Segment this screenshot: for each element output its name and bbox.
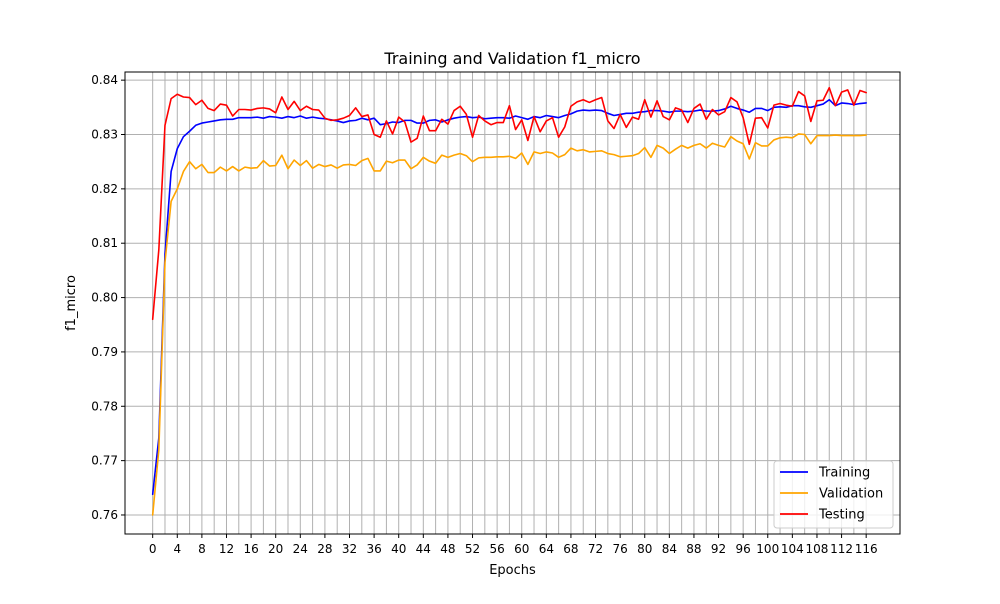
series-line-validation bbox=[151, 133, 867, 516]
x-axis-label: Epochs bbox=[489, 563, 536, 578]
x-tick-label: 88 bbox=[686, 542, 701, 556]
x-tick-label: 112 bbox=[830, 542, 853, 556]
y-tick-label: 0.76 bbox=[91, 508, 118, 522]
y-tick-label: 0.81 bbox=[91, 236, 118, 250]
x-tick-label: 72 bbox=[588, 542, 603, 556]
series-line-testing bbox=[151, 86, 867, 321]
x-tick-label: 40 bbox=[391, 542, 406, 556]
x-tick-label: 36 bbox=[366, 542, 381, 556]
x-tick-label: 32 bbox=[342, 542, 357, 556]
x-tick-label: 20 bbox=[268, 542, 283, 556]
x-tick-label: 28 bbox=[317, 542, 332, 556]
y-tick-label: 0.80 bbox=[91, 291, 118, 305]
x-axis-ticks: 0 4 8 12 16 20 24 28 32 36 40 44 48 52 56 60 64 68 72 76 80 8… bbox=[149, 534, 878, 556]
y-axis-ticks: 0.76 0.77 0.78 0.79 0.80 0.81 0.82 0.83 0.84 bbox=[91, 73, 125, 522]
x-tick-label: 80 bbox=[637, 542, 652, 556]
x-tick-label: 68 bbox=[563, 542, 578, 556]
x-tick-label: 64 bbox=[539, 542, 554, 556]
x-tick-label: 84 bbox=[662, 542, 677, 556]
legend-box bbox=[773, 460, 894, 529]
x-tick-label: 48 bbox=[440, 542, 455, 556]
legend-label-testing: Testing bbox=[818, 508, 865, 523]
y-tick-label: 0.84 bbox=[91, 73, 118, 87]
y-tick-label: 0.82 bbox=[91, 182, 118, 196]
x-tick-label: 100 bbox=[756, 542, 779, 556]
x-tick-label: 92 bbox=[711, 542, 726, 556]
plot-frame bbox=[124, 71, 901, 535]
y-tick-label: 0.78 bbox=[91, 399, 118, 413]
y-tick-label: 0.79 bbox=[91, 345, 118, 359]
x-tick-label: 56 bbox=[489, 542, 504, 556]
x-tick-label: 0 bbox=[149, 542, 157, 556]
x-tick-label: 108 bbox=[806, 542, 829, 556]
y-axis-label: f1_micro bbox=[64, 275, 79, 331]
x-tick-label: 12 bbox=[219, 542, 234, 556]
x-tick-label: 116 bbox=[855, 542, 878, 556]
x-tick-label: 8 bbox=[198, 542, 206, 556]
x-tick-label: 52 bbox=[465, 542, 480, 556]
x-tick-label: 76 bbox=[612, 542, 627, 556]
x-tick-label: 4 bbox=[173, 542, 181, 556]
x-tick-label: 16 bbox=[243, 542, 258, 556]
y-tick-label: 0.83 bbox=[91, 128, 118, 142]
legend: Training Validation Testing bbox=[773, 460, 894, 529]
chart-title: Training and Validation f1_micro bbox=[383, 49, 640, 69]
y-tick-label: 0.77 bbox=[91, 454, 118, 468]
legend-label-validation: Validation bbox=[819, 487, 883, 502]
x-tick-label: 96 bbox=[736, 542, 751, 556]
x-tick-label: 104 bbox=[781, 542, 804, 556]
x-tick-label: 44 bbox=[416, 542, 431, 556]
x-tick-label: 60 bbox=[514, 542, 529, 556]
series-lines bbox=[151, 86, 867, 516]
x-tick-label: 24 bbox=[293, 542, 308, 556]
series-line-training bbox=[151, 98, 867, 496]
legend-label-training: Training bbox=[818, 466, 870, 481]
